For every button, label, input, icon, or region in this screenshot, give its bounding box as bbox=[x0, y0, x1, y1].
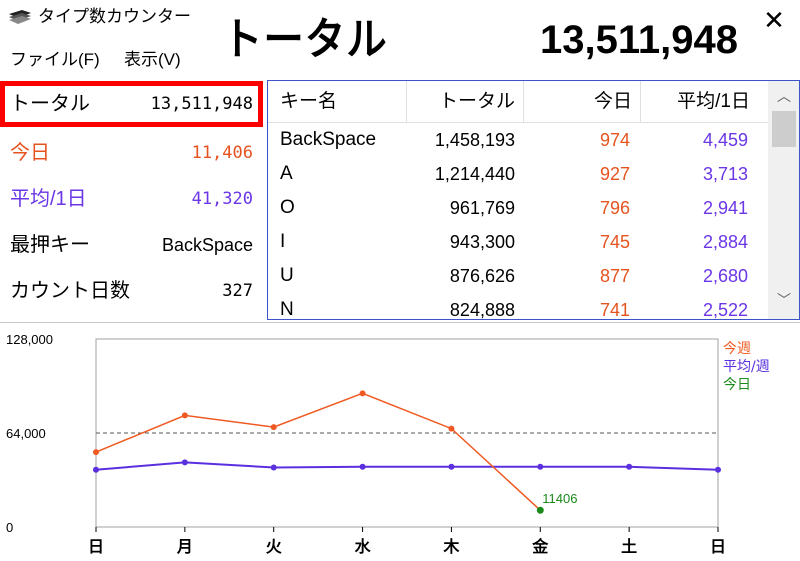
column-header-today[interactable]: 今日 bbox=[524, 81, 641, 123]
series-point bbox=[537, 463, 544, 470]
cell-key: U bbox=[280, 265, 294, 286]
app-keyboard-icon bbox=[9, 10, 31, 24]
cell-today: 974 bbox=[599, 130, 630, 150]
cell-today: 745 bbox=[599, 232, 630, 252]
column-header-key[interactable]: キー名 bbox=[268, 81, 407, 123]
menu-view[interactable]: 表示(V) bbox=[124, 50, 181, 69]
stat-days[interactable]: カウント日数 327 bbox=[0, 268, 263, 314]
x-tick-label: 火 bbox=[266, 537, 283, 556]
stat-top-key-label: 最押キー bbox=[10, 234, 90, 256]
stat-top-key[interactable]: 最押キー BackSpace bbox=[0, 222, 263, 268]
legend-entry: 今週 bbox=[723, 341, 751, 357]
series-point bbox=[715, 466, 721, 473]
table-row[interactable]: O 961,769 796 2,941 bbox=[268, 191, 768, 225]
series-point bbox=[626, 463, 633, 470]
stat-today-value: 11,406 bbox=[191, 143, 253, 163]
cell-today: 877 bbox=[599, 266, 630, 286]
stat-average-label: 平均/1日 bbox=[10, 188, 87, 210]
stat-total-value: 13,511,948 bbox=[150, 94, 253, 114]
cell-key: I bbox=[280, 231, 286, 252]
cell-key: BackSpace bbox=[280, 129, 377, 150]
table-scrollbar[interactable]: ︿ ﹀ bbox=[768, 81, 799, 319]
y-tick-label: 0 bbox=[6, 520, 13, 535]
stat-average-value: 41,320 bbox=[191, 189, 253, 209]
series-point bbox=[93, 449, 99, 456]
weekly-chart: 128,000 64,000 0 日 月 火 水 木 金 土 日 11406 今週平均/週今日 bbox=[0, 322, 800, 560]
series-point bbox=[359, 390, 366, 397]
stat-total-label: トータル bbox=[10, 93, 90, 115]
cell-total: 1,214,440 bbox=[434, 164, 515, 184]
cell-average: 2,941 bbox=[702, 198, 748, 218]
header-value: 13,511,948 bbox=[540, 18, 738, 62]
table-row[interactable]: N 824,888 741 2,522 bbox=[268, 293, 768, 319]
window-title: タイプ数カウンター bbox=[38, 7, 191, 26]
cell-total: 824,888 bbox=[449, 300, 515, 319]
series-point bbox=[448, 425, 455, 432]
today-data-label: 11406 bbox=[542, 491, 577, 506]
chevron-up-icon[interactable]: ︿ bbox=[777, 88, 791, 104]
series-point bbox=[359, 463, 366, 470]
key-table[interactable]: キー名 トータル 今日 平均/1日 BackSpace 1,458,193 97… bbox=[267, 80, 800, 320]
cell-today: 741 bbox=[599, 300, 630, 319]
x-tick-label: 日 bbox=[88, 537, 104, 556]
stat-days-value: 327 bbox=[222, 281, 253, 301]
stat-today[interactable]: 今日 11,406 bbox=[0, 130, 263, 176]
menu-file[interactable]: ファイル(F) bbox=[10, 50, 100, 69]
x-tick-label: 日 bbox=[710, 537, 726, 556]
table-row[interactable]: A 1,214,440 927 3,713 bbox=[268, 157, 768, 191]
header-label: トータル bbox=[222, 15, 388, 64]
table-row[interactable]: BackSpace 1,458,193 974 4,459 bbox=[268, 123, 768, 157]
today-point bbox=[536, 506, 544, 514]
cell-average: 2,522 bbox=[702, 300, 748, 319]
cell-key: O bbox=[280, 197, 295, 218]
cell-total: 876,626 bbox=[449, 266, 515, 286]
column-header-average[interactable]: 平均/1日 bbox=[677, 91, 750, 112]
stat-average[interactable]: 平均/1日 41,320 bbox=[0, 176, 263, 222]
stat-today-label: 今日 bbox=[10, 142, 50, 164]
cell-today: 796 bbox=[599, 198, 630, 218]
column-header-total[interactable]: トータル bbox=[407, 81, 524, 123]
series-point bbox=[270, 424, 277, 431]
stat-total[interactable]: トータル 13,511,948 bbox=[0, 81, 263, 127]
table-header: キー名 トータル 今日 平均/1日 bbox=[268, 81, 768, 123]
close-icon[interactable]: ✕ bbox=[763, 5, 785, 35]
series-line bbox=[95, 392, 541, 511]
cell-average: 2,680 bbox=[702, 266, 748, 286]
y-tick-label: 128,000 bbox=[6, 332, 53, 347]
stat-days-label: カウント日数 bbox=[10, 280, 130, 302]
scroll-thumb[interactable] bbox=[772, 111, 796, 147]
x-tick-label: 木 bbox=[442, 537, 460, 556]
cell-total: 961,769 bbox=[449, 198, 515, 218]
table-row[interactable]: U 876,626 877 2,680 bbox=[268, 259, 768, 293]
cell-average: 3,713 bbox=[702, 164, 748, 184]
chevron-down-icon[interactable]: ﹀ bbox=[777, 292, 791, 308]
x-tick-label: 土 bbox=[621, 537, 637, 556]
series-point bbox=[270, 464, 277, 471]
legend-entry: 今日 bbox=[723, 377, 751, 393]
x-tick-label: 金 bbox=[531, 537, 549, 556]
x-tick-label: 水 bbox=[355, 537, 372, 556]
series-point bbox=[448, 463, 455, 470]
cell-average: 4,459 bbox=[702, 130, 748, 150]
cell-average: 2,884 bbox=[702, 232, 748, 252]
y-tick-label: 64,000 bbox=[6, 426, 46, 441]
cell-key: A bbox=[280, 163, 293, 184]
table-body: BackSpace 1,458,193 974 4,459 A 1,214,44… bbox=[268, 123, 768, 319]
series-point bbox=[181, 412, 188, 419]
table-row[interactable]: I 943,300 745 2,884 bbox=[268, 225, 768, 259]
series-point bbox=[181, 459, 188, 466]
x-tick-label: 月 bbox=[176, 537, 193, 556]
series-point bbox=[93, 466, 99, 473]
legend-entry: 平均/週 bbox=[723, 359, 770, 375]
stat-top-key-value: BackSpace bbox=[161, 235, 253, 255]
cell-today: 927 bbox=[599, 164, 630, 184]
cell-total: 1,458,193 bbox=[434, 130, 515, 150]
cell-total: 943,300 bbox=[449, 232, 515, 252]
cell-key: N bbox=[280, 299, 294, 319]
series-line bbox=[95, 461, 719, 471]
